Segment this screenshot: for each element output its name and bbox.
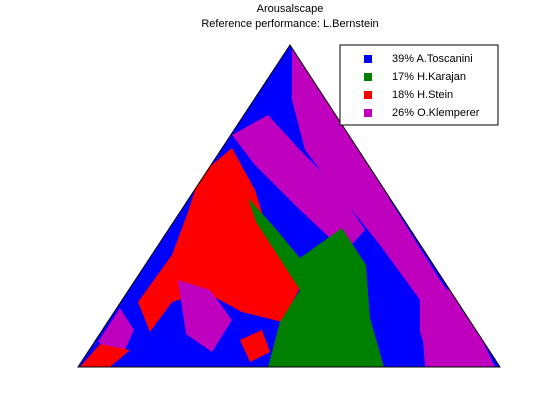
subtitle: Reference performance: L.Bernstein	[201, 18, 378, 30]
legend-swatch	[364, 73, 372, 81]
region	[240, 330, 270, 362]
title: Arousalscape	[257, 3, 324, 15]
region	[248, 198, 384, 367]
legend-label: 18% H.Stein	[392, 89, 453, 101]
region	[420, 288, 472, 367]
legend-label: 26% O.Klemperer	[392, 107, 480, 119]
legend-swatch	[364, 55, 372, 63]
triangle-outline	[77, 44, 501, 368]
region	[98, 308, 134, 356]
legend: 39% A.Toscanini 17% H.Karajan 18% H.Stein 2…	[339, 44, 499, 126]
region	[178, 280, 232, 352]
region	[232, 115, 365, 252]
legend-swatch	[364, 109, 372, 117]
legend-swatch	[364, 91, 372, 99]
region	[80, 344, 130, 367]
legend-label: 17% H.Karajan	[392, 71, 466, 83]
region	[138, 148, 300, 332]
legend-label: 39% A.Toscanini	[392, 53, 473, 65]
